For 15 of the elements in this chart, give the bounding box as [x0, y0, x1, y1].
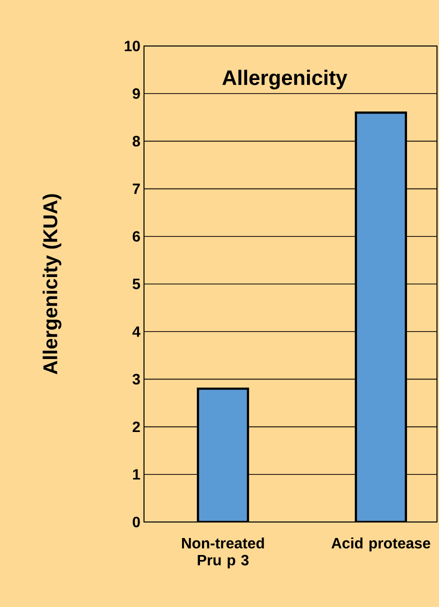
y-tick-label: 6	[132, 231, 140, 242]
x-tick-label: Acid protease	[331, 538, 430, 552]
y-tick-label: 5	[132, 278, 140, 290]
text: Allergenicity	[222, 70, 348, 90]
y-tick-label: 4	[132, 326, 140, 337]
y-tick-label: 8	[132, 136, 140, 146]
y-tick-label: 1	[133, 469, 140, 480]
y-tick-label: 0	[132, 516, 140, 528]
x-tick-label: Non-treated Pru p 3	[182, 538, 264, 568]
y-tick-label: 7	[132, 184, 140, 194]
y-tick-label: 2	[132, 422, 140, 432]
y-tick-label: 9	[132, 88, 140, 99]
y-axis-title: Allergenicity (KUA)	[42, 194, 62, 374]
y-tick-label: 3	[132, 374, 140, 384]
y-tick-label: 10	[124, 40, 140, 52]
